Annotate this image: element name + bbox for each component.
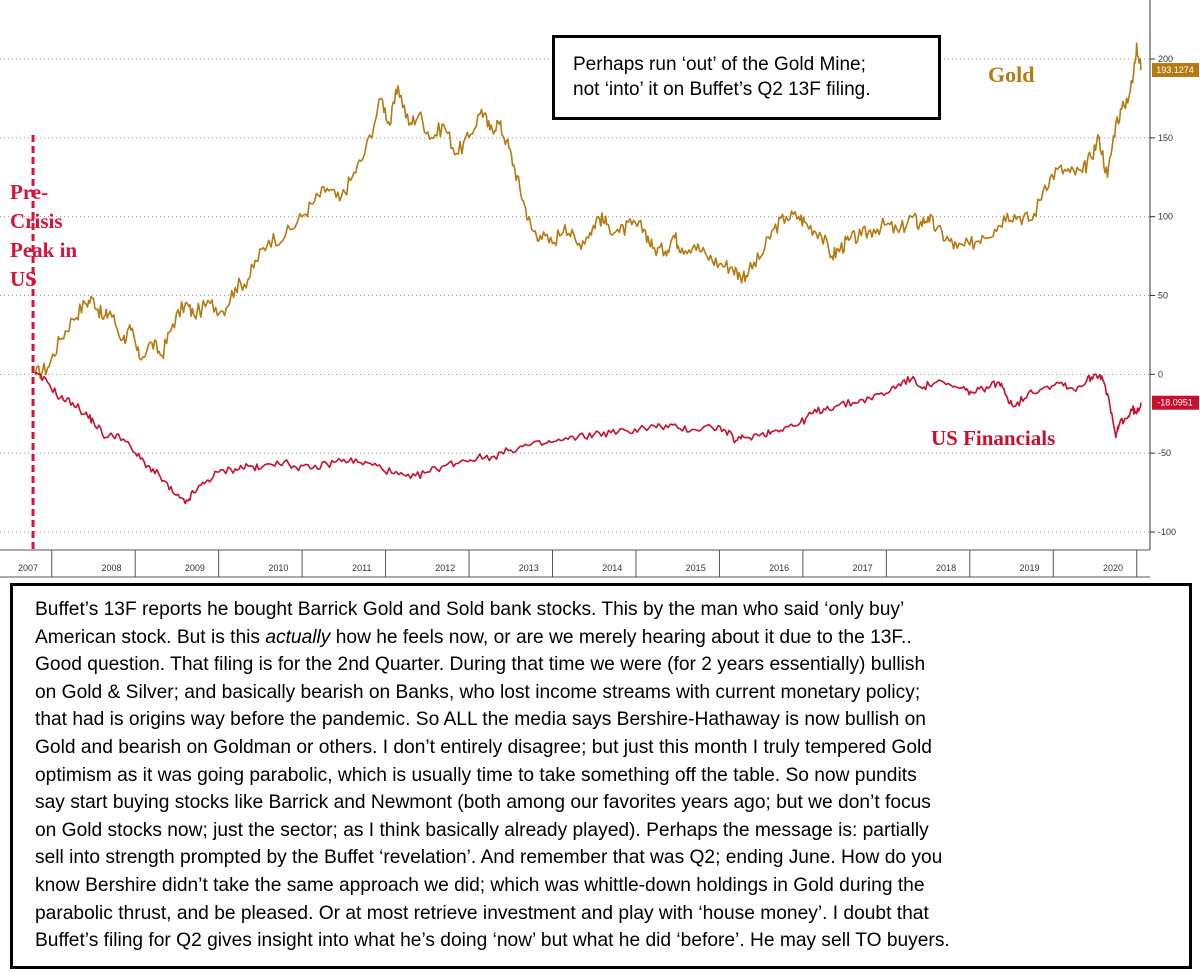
peak-label-line: Pre- bbox=[10, 180, 49, 204]
commentary-line: Buffet’s 13F reports he bought Barrick G… bbox=[35, 599, 905, 620]
commentary-line: on Gold stocks now; just the sector; as … bbox=[35, 819, 929, 841]
gold-series-label: Gold bbox=[988, 62, 1035, 87]
peak-label-line: US bbox=[10, 267, 37, 291]
commentary-line: on Gold & Silver; and basically bearish … bbox=[35, 681, 921, 703]
commentary-line: say start buying stocks like Barrick and… bbox=[35, 792, 931, 814]
x-tick-label: 2020 bbox=[1103, 563, 1123, 573]
financials-end-value-badge bbox=[1152, 395, 1199, 410]
x-tick-label: 2007 bbox=[18, 563, 38, 573]
commentary-line: Good question. That filing is for the 2n… bbox=[35, 654, 926, 676]
y-tick-label: -100 bbox=[1158, 527, 1176, 537]
note-line: Perhaps run ‘out’ of the Gold Mine; bbox=[573, 54, 866, 75]
note-box: Perhaps run ‘out’ of the Gold Mine; not … bbox=[552, 35, 941, 120]
y-tick-label: -50 bbox=[1158, 448, 1171, 458]
x-tick-label: 2013 bbox=[519, 563, 539, 573]
y-tick-label: 150 bbox=[1158, 133, 1173, 143]
note-line: not ‘into’ it on Buffet’s Q2 13F filing. bbox=[573, 79, 871, 100]
y-tick-label: 50 bbox=[1158, 291, 1168, 301]
commentary-box: Buffet’s 13F reports he bought Barrick G… bbox=[10, 583, 1192, 969]
y-tick-label: 200 bbox=[1158, 54, 1173, 64]
x-tick-label: 2016 bbox=[769, 563, 789, 573]
x-tick-label: 2015 bbox=[686, 563, 706, 573]
commentary-line: that had is origins way before the pande… bbox=[35, 709, 926, 731]
financials-end-value: -18.0951 bbox=[1157, 398, 1193, 408]
gold-end-value-badge bbox=[1152, 63, 1199, 78]
commentary-line: American stock. But is this actually how… bbox=[35, 626, 912, 648]
line-chart: 200 150 100 50 0 -50 -100 2007 2008 2009 2010 2011 2… bbox=[0, 0, 1199, 578]
gold-series-line bbox=[34, 42, 1142, 380]
financials-series-label: US Financials bbox=[931, 426, 1056, 450]
y-tick-label: 100 bbox=[1158, 212, 1173, 222]
peak-label-line: Peak in bbox=[10, 238, 78, 262]
commentary-line: Gold and bearish on Goldman or others. I… bbox=[35, 736, 932, 758]
commentary-line: parabolic thrust, and be pleased. Or at … bbox=[35, 902, 929, 924]
financials-series-line bbox=[34, 372, 1142, 505]
commentary-text: Buffet’s 13F reports he bought Barrick G… bbox=[35, 596, 1175, 955]
x-tick-label: 2008 bbox=[101, 563, 121, 573]
gold-end-value: 193.1274 bbox=[1156, 65, 1194, 75]
commentary-line: optimism as it was going parabolic, whic… bbox=[35, 764, 917, 786]
x-tick-label: 2019 bbox=[1020, 563, 1040, 573]
commentary-line: Buffet’s filing for Q2 gives insight int… bbox=[35, 930, 950, 952]
chart-area: 200 150 100 50 0 -50 -100 2007 2008 2009 2010 2011 2… bbox=[0, 0, 1199, 578]
x-tick-label: 2011 bbox=[352, 563, 371, 573]
x-tick-label: 2009 bbox=[185, 563, 205, 573]
x-tick-label: 2012 bbox=[435, 563, 455, 573]
commentary-line: sell into strength prompted by the Buffe… bbox=[35, 847, 943, 869]
x-tick-label: 2018 bbox=[936, 563, 956, 573]
peak-label-line: Crisis bbox=[10, 209, 63, 233]
pre-crisis-peak-label: Pre- Crisis Peak in US bbox=[10, 178, 77, 294]
commentary-emphasis: actually bbox=[265, 626, 331, 648]
commentary-line: know Bershire didn’t take the same appro… bbox=[35, 874, 925, 896]
x-tick-label: 2010 bbox=[268, 563, 288, 573]
x-tick-label: 2014 bbox=[602, 563, 622, 573]
x-tick-label: 2017 bbox=[853, 563, 873, 573]
y-tick-label: 0 bbox=[1158, 369, 1163, 379]
